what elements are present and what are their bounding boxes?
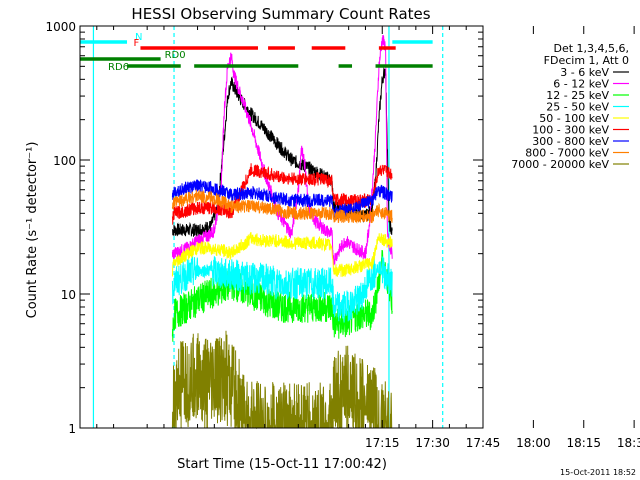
x-tick-label-2: 17:45 bbox=[466, 436, 501, 450]
legend-label-1: 6 - 12 keV bbox=[553, 78, 609, 91]
annotation-label-rd6: RD6 bbox=[108, 62, 129, 73]
y-tick-label-3: 1000 bbox=[45, 20, 76, 34]
legend-label-0: 3 - 6 keV bbox=[560, 66, 609, 79]
legend-label-4: 50 - 100 keV bbox=[539, 112, 609, 125]
legend-header-1: FDecim 1, Att 0 bbox=[544, 54, 629, 67]
legend-label-7: 800 - 7000 keV bbox=[525, 147, 609, 160]
series-line-2 bbox=[171, 249, 393, 342]
annotation-label-n: N bbox=[135, 32, 142, 43]
vertical-markers bbox=[92, 26, 444, 428]
series-line-6 bbox=[171, 179, 393, 220]
timestamp: 15-Oct-2011 18:52 bbox=[560, 468, 636, 477]
x-axis-label: Start Time (15-Oct-11 17:00:42) bbox=[177, 457, 387, 472]
chart-title: HESSI Observing Summary Count Rates bbox=[131, 5, 430, 23]
annotation-label-rd0: RD0 bbox=[165, 50, 186, 61]
x-tick-label-1: 17:30 bbox=[415, 436, 450, 450]
x-tick-label-4: 18:15 bbox=[566, 436, 601, 450]
axis-ticks: 17:15 17:30 17:45 18:00 18:15 18:30 1 10 100 1000 bbox=[45, 20, 640, 450]
annotation-label-f: F bbox=[133, 38, 139, 49]
series-line-3 bbox=[171, 256, 393, 323]
legend-label-2: 12 - 25 keV bbox=[546, 89, 609, 102]
legend-label-6: 300 - 800 keV bbox=[532, 135, 609, 148]
annotation-bars: NF RD0 RD6 bbox=[80, 32, 433, 73]
y-tick-label-2: 100 bbox=[53, 154, 76, 168]
y-tick-label-1: 10 bbox=[61, 288, 76, 302]
legend-label-3: 25 - 50 keV bbox=[546, 101, 609, 114]
y-tick-label-0: 1 bbox=[68, 422, 76, 436]
legend-label-5: 100 - 300 keV bbox=[532, 124, 609, 137]
x-tick-label-0: 17:15 bbox=[365, 436, 400, 450]
legend-label-8: 7000 - 20000 keV bbox=[511, 158, 609, 171]
series-line-7 bbox=[171, 189, 393, 224]
legend-header-0: Det 1,3,4,5,6, bbox=[553, 42, 629, 55]
series-line-4 bbox=[171, 231, 393, 278]
plot-frame bbox=[79, 25, 484, 429]
series-line-1 bbox=[171, 35, 393, 266]
y-axis-label: Count Rate (s⁻¹ detector⁻¹) bbox=[25, 142, 40, 319]
legend: Det 1,3,4,5,6,FDecim 1, Att 03 - 6 keV6 … bbox=[511, 42, 629, 171]
x-tick-label-3: 18:00 bbox=[516, 436, 551, 450]
x-tick-label-5: 18:30 bbox=[617, 436, 640, 450]
series-layer bbox=[171, 35, 393, 430]
